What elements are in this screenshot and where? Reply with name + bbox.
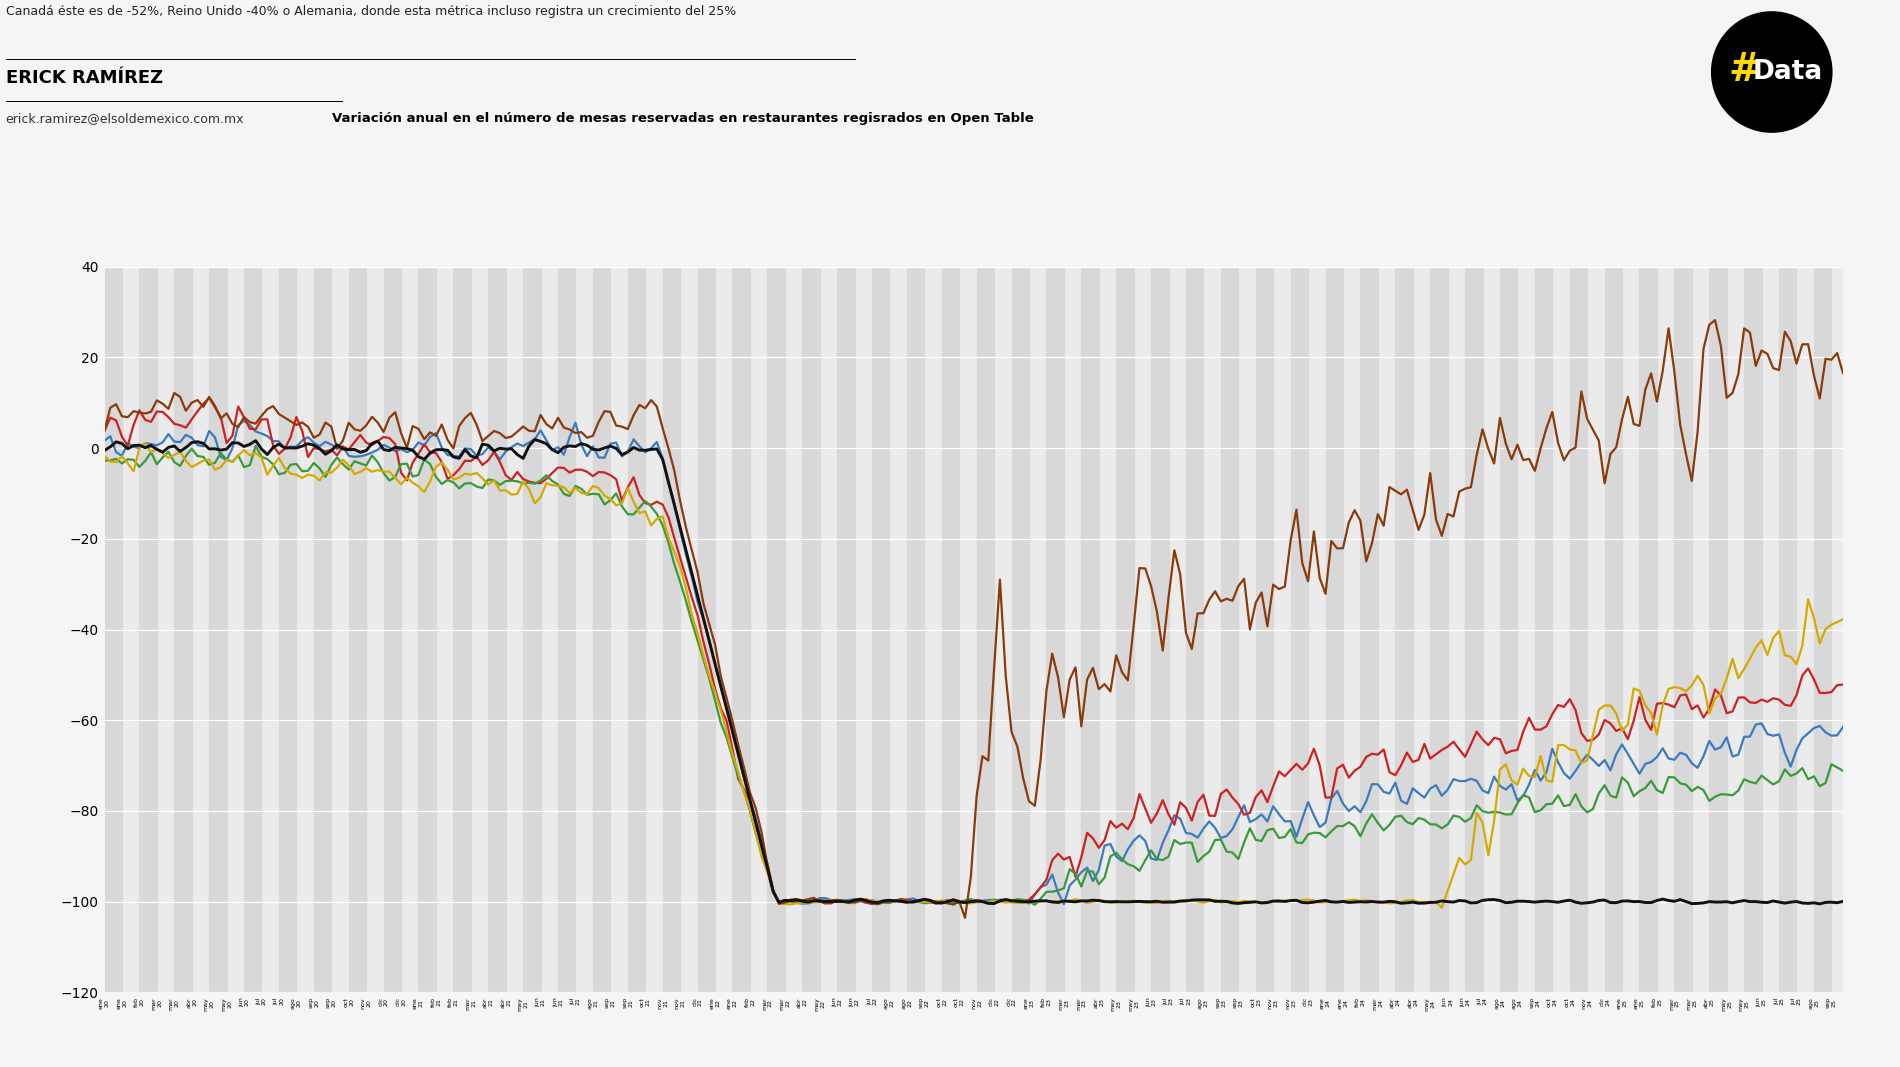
Bar — [1606, 267, 1623, 992]
Bar — [175, 267, 192, 992]
Bar — [1256, 267, 1273, 992]
Bar — [697, 267, 714, 992]
Text: Canadá éste es de -52%, Reino Unido -40% o Alemania, donde esta métrica incluso : Canadá éste es de -52%, Reino Unido -40%… — [6, 5, 735, 18]
Bar — [1431, 267, 1448, 992]
Bar — [522, 267, 541, 992]
Bar — [1569, 267, 1586, 992]
Text: ERICK RAMÍREZ: ERICK RAMÍREZ — [6, 69, 163, 87]
Bar — [977, 267, 994, 992]
Bar — [627, 267, 646, 992]
Bar — [350, 267, 367, 992]
Text: erick.ramirez@elsoldemexico.com.mx: erick.ramirez@elsoldemexico.com.mx — [6, 112, 245, 125]
Bar — [454, 267, 471, 992]
Bar — [559, 267, 576, 992]
Bar — [243, 267, 262, 992]
Bar — [1674, 267, 1691, 992]
Bar — [488, 267, 505, 992]
Circle shape — [1712, 12, 1832, 132]
Bar — [384, 267, 401, 992]
Bar — [1535, 267, 1552, 992]
Text: Variación anual en el número de mesas reservadas en restaurantes regisrados en O: Variación anual en el número de mesas re… — [332, 112, 1034, 125]
Bar — [1115, 267, 1134, 992]
Bar — [1710, 267, 1727, 992]
Bar — [1778, 267, 1797, 992]
Bar — [906, 267, 923, 992]
Bar — [314, 267, 331, 992]
Bar — [209, 267, 226, 992]
Bar — [1499, 267, 1518, 992]
Bar — [768, 267, 785, 992]
Bar — [1047, 267, 1064, 992]
Bar — [942, 267, 960, 992]
Bar — [1326, 267, 1343, 992]
Bar — [593, 267, 610, 992]
Bar — [1186, 267, 1203, 992]
Text: Data: Data — [1752, 59, 1822, 85]
Bar — [279, 267, 296, 992]
Bar — [1081, 267, 1098, 992]
Bar — [663, 267, 680, 992]
Bar — [1465, 267, 1482, 992]
Bar — [1011, 267, 1030, 992]
Bar — [1290, 267, 1307, 992]
Bar — [418, 267, 435, 992]
Bar — [733, 267, 750, 992]
Bar — [1360, 267, 1377, 992]
Bar — [1814, 267, 1832, 992]
Text: #: # — [1729, 50, 1761, 89]
Bar — [872, 267, 889, 992]
Bar — [802, 267, 819, 992]
Bar — [1151, 267, 1168, 992]
Bar — [1395, 267, 1414, 992]
Bar — [1744, 267, 1761, 992]
Bar — [139, 267, 158, 992]
Bar — [838, 267, 855, 992]
Bar — [1222, 267, 1239, 992]
Bar — [104, 267, 122, 992]
Bar — [1640, 267, 1657, 992]
